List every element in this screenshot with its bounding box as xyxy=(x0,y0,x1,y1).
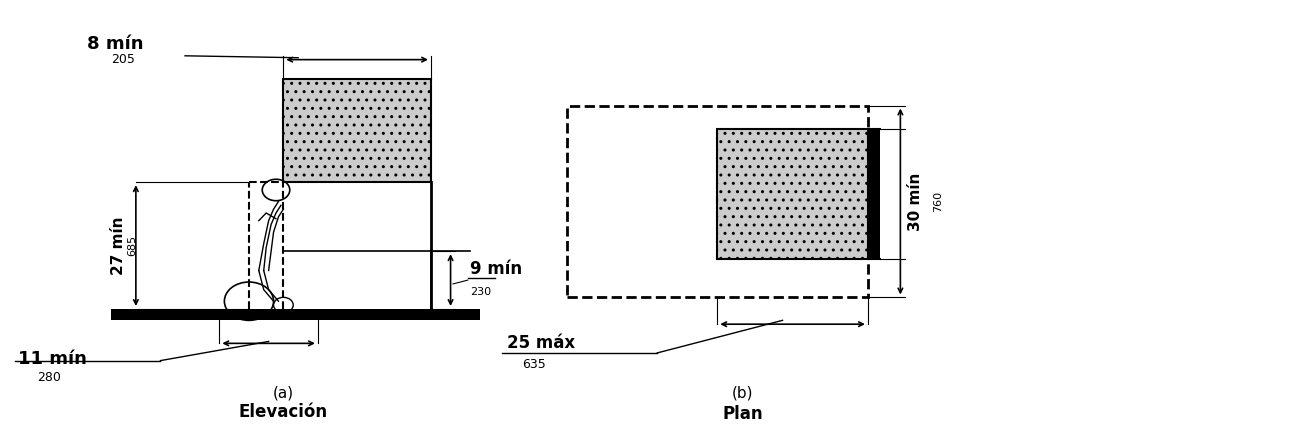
Text: 635: 635 xyxy=(521,358,546,371)
Text: 11 mín: 11 mín xyxy=(18,350,87,368)
Bar xyxy=(717,129,868,259)
Text: 30 mín: 30 mín xyxy=(908,172,923,231)
Text: Plan: Plan xyxy=(722,405,762,423)
Text: 8 mín: 8 mín xyxy=(87,35,144,53)
Bar xyxy=(567,106,868,297)
Text: Elevación: Elevación xyxy=(239,403,327,421)
Text: 685: 685 xyxy=(127,235,137,256)
Text: 230: 230 xyxy=(470,287,492,296)
Text: 205: 205 xyxy=(111,53,135,66)
Text: 25 máx: 25 máx xyxy=(507,334,575,352)
Bar xyxy=(868,129,880,259)
Text: (b): (b) xyxy=(731,386,753,401)
Text: 760: 760 xyxy=(933,191,943,212)
Bar xyxy=(111,309,480,320)
Text: 9 mín: 9 mín xyxy=(470,259,523,278)
Text: (a): (a) xyxy=(273,386,294,401)
Text: 27 mín: 27 mín xyxy=(111,216,126,275)
Bar xyxy=(283,79,431,182)
Text: 280: 280 xyxy=(38,371,61,384)
